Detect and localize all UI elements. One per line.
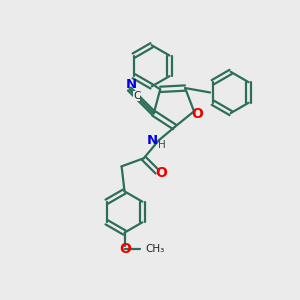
Text: O: O (155, 166, 167, 180)
Text: H: H (158, 140, 166, 150)
Text: N: N (146, 134, 158, 147)
Text: CH₃: CH₃ (145, 244, 164, 254)
Text: N: N (126, 78, 137, 91)
Text: O: O (192, 107, 203, 121)
Text: C: C (133, 91, 140, 101)
Text: O: O (119, 242, 131, 256)
